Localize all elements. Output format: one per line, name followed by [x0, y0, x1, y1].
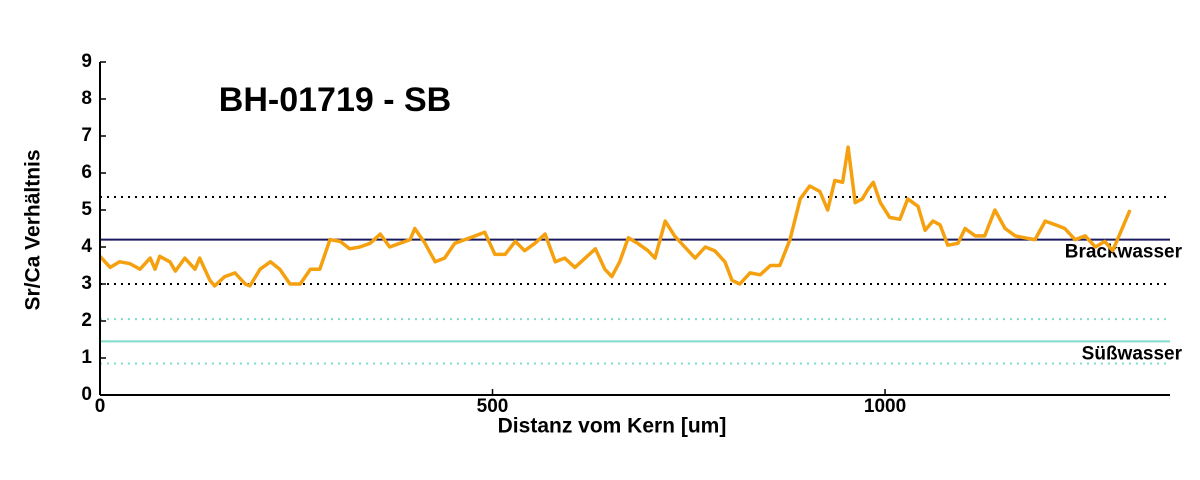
reference-label: Brackwasser: [1065, 242, 1183, 263]
y-axis-label: Sr/Ca Verhältnis: [22, 149, 45, 310]
x-tick-label: 1000: [864, 396, 906, 417]
y-tick-label: 6: [81, 162, 92, 183]
y-tick-label: 3: [81, 273, 92, 294]
y-tick-label: 2: [81, 310, 92, 331]
y-tick-label: 5: [81, 199, 92, 220]
chart-title: BH-01719 - SB: [219, 81, 451, 119]
x-tick-label: 0: [95, 396, 106, 417]
data-line: [98, 145, 1132, 288]
reference-label: Süßwasser: [1082, 343, 1183, 364]
y-tick-label: 9: [81, 51, 92, 72]
x-axis-label: Distanz vom Kern [um]: [498, 415, 727, 438]
y-tick-label: 0: [81, 384, 92, 405]
y-tick-label: 8: [81, 88, 92, 109]
y-tick-label: 7: [81, 125, 92, 146]
y-tick-label: 1: [81, 347, 92, 368]
y-tick-label: 4: [81, 236, 92, 257]
x-tick-label: 500: [477, 396, 509, 417]
